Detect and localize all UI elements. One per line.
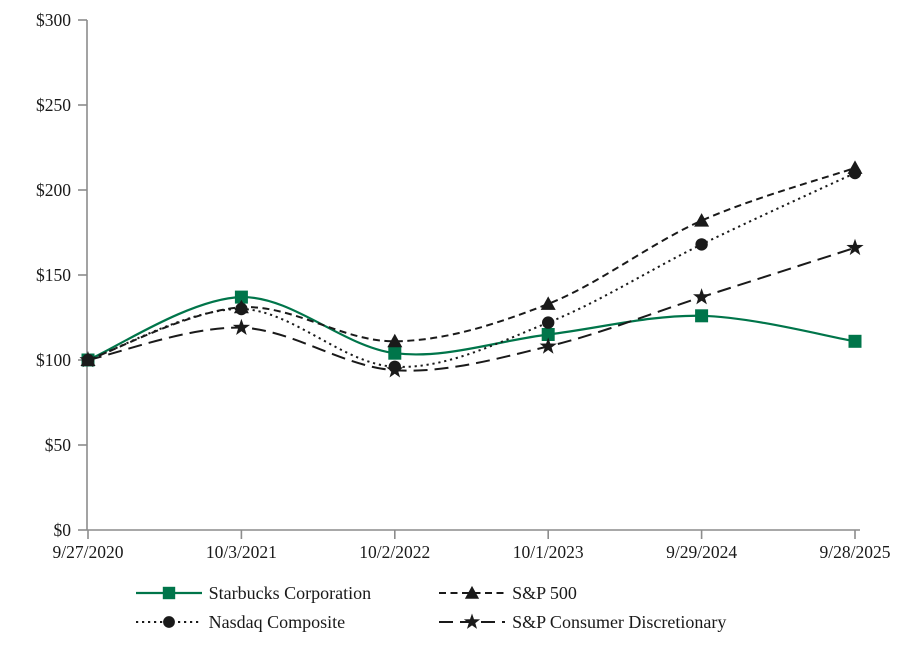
series-starbucks-corporation xyxy=(81,290,862,367)
series-nasdaq-composite xyxy=(81,166,862,373)
series-line xyxy=(87,166,856,361)
square-marker xyxy=(162,586,175,600)
chart-svg: $0 $50 $100 $150 $200 $250 $300 9/27/2020 10/3/2… xyxy=(36,10,891,562)
star-marker xyxy=(386,361,404,378)
y-tick-label: $50 xyxy=(45,435,72,455)
legend-item-sp500: S&P 500 xyxy=(439,580,726,606)
legend-label-sp-consumer-discretionary: S&P Consumer Discretionary xyxy=(512,612,727,632)
y-tick-label: $300 xyxy=(36,10,71,30)
square-marker xyxy=(695,309,709,323)
legend-item-sp-consumer-discretionary: S&P Consumer Discretionary xyxy=(439,609,726,635)
legend-item-starbucks-corporation: Starbucks Corporation xyxy=(135,580,372,606)
legend-label-starbucks: Starbucks Corporation xyxy=(208,583,372,603)
square-marker xyxy=(848,334,862,348)
y-axis-ticks: $0 $50 $100 $150 $200 $250 $300 xyxy=(36,10,87,540)
star-marker xyxy=(846,238,864,256)
legend-swatch-sp-consumer-discretionary xyxy=(439,613,506,629)
x-tick-label: 9/29/2024 xyxy=(666,542,737,562)
series-line xyxy=(87,246,856,372)
series-line xyxy=(87,172,856,368)
y-tick-label: $100 xyxy=(36,350,71,370)
star-marker xyxy=(693,288,711,305)
legend-swatch-starbucks xyxy=(135,586,202,600)
axes xyxy=(86,20,860,531)
y-tick-label: $0 xyxy=(54,520,72,540)
x-tick-label: 9/27/2020 xyxy=(53,542,124,562)
star-marker xyxy=(79,351,97,368)
legend-item-nasdaq-composite: Nasdaq Composite xyxy=(135,609,371,635)
x-tick-label: 10/3/2021 xyxy=(206,542,277,562)
chart-legend: Starbucks Corporation S&P 500 Nasdaq Com… xyxy=(0,580,908,635)
triangle-marker xyxy=(694,213,710,227)
star-marker xyxy=(232,318,250,335)
circle-marker xyxy=(695,238,708,251)
circle-marker xyxy=(542,316,555,329)
series-s-p-500 xyxy=(80,160,863,366)
x-tick-label: 10/2/2022 xyxy=(359,542,430,562)
y-tick-label: $250 xyxy=(36,95,71,115)
circle-marker xyxy=(162,616,175,628)
square-marker xyxy=(541,328,555,341)
y-tick-label: $200 xyxy=(36,180,71,200)
square-marker xyxy=(388,346,402,360)
legend-swatch-sp500 xyxy=(439,585,506,599)
series-s-p-consumer-discretionary xyxy=(79,238,864,378)
series-line xyxy=(87,295,856,362)
x-tick-label: 10/1/2023 xyxy=(513,542,584,562)
y-tick-label: $150 xyxy=(36,265,71,285)
square-marker xyxy=(234,290,248,304)
x-axis-ticks: 9/27/2020 10/3/2021 10/2/2022 10/1/2023 9/29… xyxy=(53,530,891,562)
star-marker xyxy=(463,613,481,629)
triangle-marker xyxy=(540,296,556,310)
triangle-marker xyxy=(387,333,403,348)
legend-label-nasdaq: Nasdaq Composite xyxy=(208,612,346,632)
triangle-marker xyxy=(464,585,480,599)
circle-marker xyxy=(848,166,862,180)
x-tick-label: 9/28/2025 xyxy=(820,542,891,562)
legend-label-sp500: S&P 500 xyxy=(512,583,577,603)
legend-swatch-nasdaq xyxy=(135,616,202,628)
circle-marker xyxy=(235,302,248,316)
star-marker xyxy=(539,337,557,354)
